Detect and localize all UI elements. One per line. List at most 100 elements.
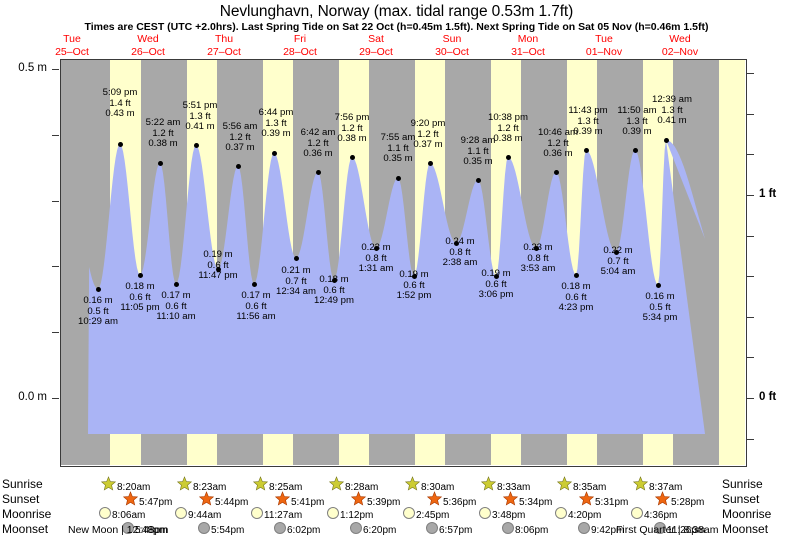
astro-sunset-time-6: 5:31pm [595, 496, 629, 508]
astro-sunset-7: 5:28pm [654, 491, 705, 508]
astro-sunrise-2: 8:25am [252, 476, 303, 493]
moon-phase-note-0: New Moon | 12:48pm [68, 524, 168, 536]
moonset-circle-icon [274, 522, 286, 540]
axis-tick-left-1 [52, 332, 59, 334]
sunset-star-icon [426, 491, 443, 513]
astro-moonset-time-1: 5:54pm [211, 525, 245, 536]
axis-tick-right-8 [747, 113, 754, 115]
astro-moonset-5: 8:06pm [502, 522, 548, 538]
astro-moonset-3: 6:20pm [350, 522, 396, 538]
tide-curve [88, 140, 705, 434]
low-tide-dot-9 [453, 240, 459, 246]
high-tide-dot-13 [632, 147, 638, 153]
moonset-circle-icon [578, 522, 590, 540]
sunset-star-icon [654, 491, 671, 513]
astro-sunset-time-7: 5:28pm [671, 496, 705, 508]
sunrise-star-icon [100, 476, 117, 498]
low-tide-dot-1 [137, 272, 143, 278]
axis-tick-left-3 [52, 200, 59, 202]
day-date: 02–Nov [661, 45, 699, 58]
astro-moonrise-time-4: 2:45pm [416, 510, 450, 521]
high-tide-dot-11 [553, 169, 559, 175]
astro-sunset-time-5: 5:34pm [519, 496, 553, 508]
astro-moonrise-time-7: 4:36pm [644, 510, 678, 521]
day-date: 26–Oct [131, 45, 165, 58]
astro-moonset-0: 5:48pm [122, 522, 168, 538]
high-tide-dot-10 [505, 154, 511, 160]
axis-label-left-0: 0.5 m [18, 62, 47, 74]
day-weekday: Wed [137, 33, 159, 45]
axis-tick-right-7 [747, 154, 754, 156]
astro-moonset-6: 9:42pm [578, 522, 624, 538]
axis-tick-left-4 [52, 134, 59, 136]
high-tide-dot-7 [395, 175, 401, 181]
astro-moonset-time-2: 6:02pm [287, 525, 321, 536]
astro-moonrise-time-0: 8:06am [112, 510, 146, 521]
day-header-5: Sun 30–Oct [412, 33, 492, 58]
astro-moonset-time-0: 5:48pm [135, 525, 169, 536]
sunrise-star-icon [632, 476, 649, 498]
astro-row-label-moonset-left: Moonset [2, 522, 49, 536]
axis-tick-left-2 [52, 266, 59, 268]
low-tide-dot-11 [533, 245, 539, 251]
astro-moonrise-0: 8:06am [99, 507, 145, 523]
astro-sunset-6: 5:31pm [578, 491, 629, 508]
page-title: Nevlunghavn, Norway (max. tidal range 0.… [219, 3, 574, 20]
day-header-4: Sat 29–Oct [336, 33, 416, 58]
astro-sunrise-time-6: 8:35am [573, 481, 607, 493]
astro-sunset-2: 5:41pm [274, 491, 325, 508]
astro-sunset-time-2: 5:41pm [291, 496, 325, 508]
moonset-circle-icon [426, 522, 438, 540]
sunrise-star-icon [252, 476, 269, 498]
axis-label-left-1: 0.0 m [18, 391, 47, 403]
moonrise-circle-icon [479, 507, 491, 525]
day-header-1: Wed 26–Oct [108, 33, 188, 58]
astro-sunrise-7: 8:37am [632, 476, 682, 493]
sunset-star-icon [350, 491, 367, 513]
astro-sunrise-time-3: 8:28am [345, 481, 379, 493]
sunset-star-icon [578, 491, 595, 513]
high-tide-dot-2 [193, 142, 199, 148]
astro-sunset-1: 5:44pm [198, 491, 248, 508]
high-tide-dot-1 [157, 160, 163, 166]
sunrise-star-icon [556, 476, 573, 498]
moonrise-circle-icon [327, 507, 339, 525]
low-tide-dot-5 [293, 255, 299, 261]
moon-phase-note-1: First Quarter | 8:38am [616, 524, 719, 536]
astro-moonset-time-7: 11:26pm [667, 525, 706, 536]
sunset-star-icon [502, 491, 519, 513]
astro-sunset-4: 5:36pm [426, 491, 476, 508]
axis-tick-left-0 [52, 398, 59, 399]
moonset-circle-icon [654, 522, 666, 540]
astro-sunrise-time-2: 8:25am [269, 481, 303, 493]
moon-phase-separator-1: | [674, 524, 684, 536]
high-tide-dot-8 [427, 160, 433, 166]
day-header-2: Thu 27–Oct [184, 33, 264, 58]
high-tide-dot-5 [315, 169, 321, 175]
astro-row-label-moonrise-right: Moonrise [722, 507, 772, 521]
moon-phase-separator-0: | [118, 524, 127, 536]
high-tide-dot-6 [349, 154, 355, 160]
moonrise-circle-icon [403, 507, 415, 525]
low-tide-dot-7 [373, 245, 379, 251]
sunrise-star-icon [176, 476, 193, 498]
astro-sunrise-time-1: 8:23am [193, 481, 227, 493]
day-weekday: Tue [595, 33, 613, 45]
astro-row-label-sunset-right: Sunset [722, 492, 760, 506]
day-weekday: Sat [368, 33, 384, 45]
astro-moonrise-2: 11:27am [251, 507, 302, 523]
axis-tick-left-5 [52, 69, 59, 70]
moon-phase-time-0: 12:48pm [126, 524, 168, 536]
astro-moonset-7: 11:26pm [654, 522, 705, 538]
moon-phase-time-1: 8:38am [683, 524, 719, 536]
astro-moonrise-time-6: 4:20pm [568, 510, 602, 521]
astro-moonrise-time-2: 11:27am [264, 510, 303, 521]
axis-tick-right-4 [747, 276, 754, 278]
astro-row-label-moonrise-left: Moonrise [2, 507, 52, 521]
astro-moonset-time-3: 6:20pm [363, 525, 397, 536]
axis-tick-right-3 [747, 316, 754, 318]
astro-moonrise-4: 2:45pm [403, 507, 449, 523]
astro-sunrise-1: 8:23am [176, 476, 227, 493]
astro-moonset-1: 5:54pm [198, 522, 244, 538]
moonrise-circle-icon [251, 507, 263, 525]
